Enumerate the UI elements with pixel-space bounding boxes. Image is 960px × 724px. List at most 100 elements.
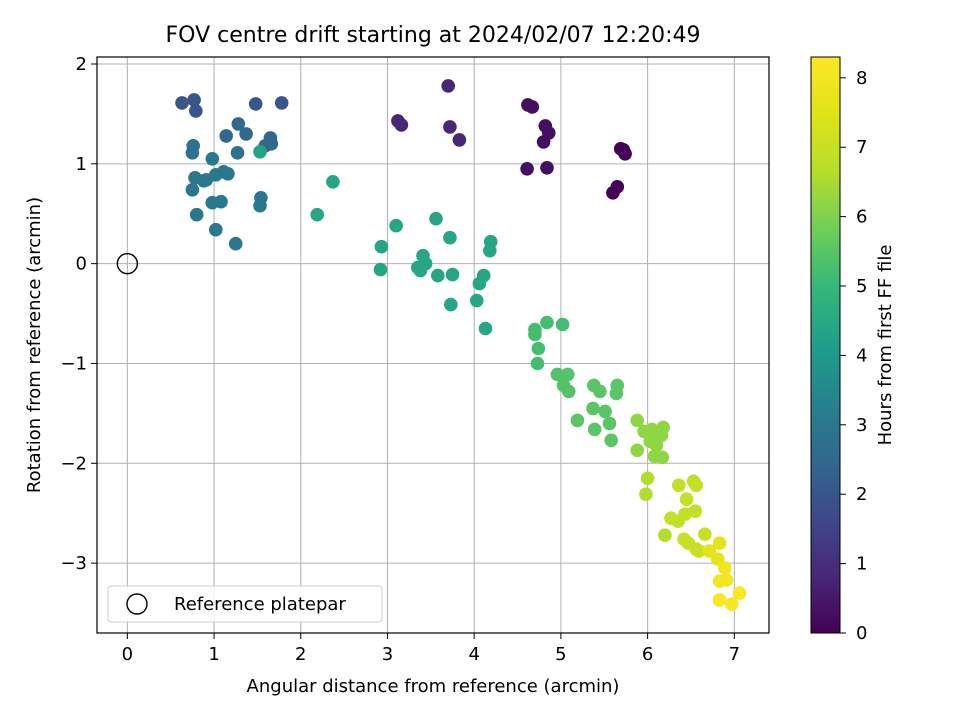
scatter-point (593, 384, 607, 399)
scatter-point (586, 401, 600, 416)
scatter-point (228, 236, 243, 251)
scatter-point (604, 433, 618, 448)
y-tick-label: −1 (60, 353, 87, 374)
scatter-point (712, 593, 727, 607)
scatter-point (640, 471, 655, 486)
grid-lines (97, 57, 769, 633)
scatter-point (445, 267, 460, 282)
scatter-point (679, 492, 694, 507)
scatter-point (550, 367, 565, 382)
legend: Reference platepar (107, 585, 383, 623)
scatter-point (698, 527, 712, 541)
y-axis-label: Rotation from reference (arcmin) (24, 197, 45, 493)
scatter-point (570, 413, 585, 428)
scatter-point (655, 450, 670, 465)
scatter-point (483, 243, 497, 258)
legend-marker (126, 593, 148, 615)
scatter-point (185, 183, 200, 197)
scatter-point (374, 239, 389, 254)
legend-entry: Reference platepar (174, 594, 346, 615)
data-points (175, 79, 747, 611)
scatter-point (528, 327, 542, 342)
y-tick-label: 2 (76, 54, 87, 75)
scatter-point (431, 268, 445, 283)
reference-marker (116, 252, 139, 275)
colorbar-label: Hours from first FF file (875, 245, 896, 446)
y-axis-ticks: −3 −2 −1 0 1 2 (60, 54, 97, 574)
scatter-point (525, 100, 540, 114)
colorbar-tick-label: 0 (856, 623, 867, 644)
colorbar-tick-label: 2 (856, 484, 867, 505)
scatter-point (536, 135, 551, 149)
scatter-point (610, 180, 625, 194)
scatter-point (444, 297, 458, 312)
scatter-point (712, 536, 727, 550)
scatter-point (678, 507, 692, 521)
scatter-point (561, 367, 575, 382)
scatter-point (264, 137, 279, 151)
scatter-point (326, 175, 340, 189)
legend-box (107, 585, 383, 623)
scatter-point (429, 211, 443, 226)
scatter-point (639, 487, 653, 502)
x-axis-ticks: 0 1 2 3 4 5 6 7 (122, 633, 740, 665)
colorbar-tick-label: 8 (856, 68, 867, 89)
x-tick-label: 0 (122, 644, 133, 665)
scatter-point (658, 528, 672, 542)
scatter-point (472, 276, 487, 291)
scatter-point (214, 194, 228, 209)
scatter-point (654, 428, 669, 443)
scatter-point (540, 315, 554, 330)
scatter-point (219, 129, 233, 143)
scatter-point (189, 104, 203, 118)
y-tick-label: −3 (60, 553, 87, 574)
colorbar-tick-label: 6 (856, 207, 867, 228)
scatter-point (394, 118, 409, 132)
scatter-point (555, 317, 570, 332)
scatter-point (718, 561, 732, 575)
scatter-point (688, 504, 703, 518)
scatter-point (540, 161, 554, 175)
colorbar-tick-label: 4 (856, 345, 867, 366)
scatter-point (187, 93, 201, 107)
scatter-point (253, 145, 267, 159)
scatter-point (274, 96, 289, 110)
scatter-point (732, 586, 747, 600)
scatter-point (189, 207, 204, 222)
scatter-point (520, 162, 534, 176)
scatter-point (441, 79, 456, 93)
scatter-point (470, 293, 484, 308)
scatter-point (630, 413, 644, 428)
scatter-point (248, 97, 263, 111)
colorbar-tick-label: 7 (856, 137, 867, 158)
x-tick-label: 7 (729, 644, 740, 665)
scatter-point (561, 384, 576, 399)
scatter-point (239, 127, 253, 141)
scatter-point (530, 356, 545, 371)
scatter-point (209, 222, 223, 237)
scatter-point (185, 146, 200, 160)
x-tick-label: 3 (382, 644, 393, 665)
scatter-point (373, 262, 388, 277)
scatter-point (413, 263, 428, 278)
x-tick-label: 6 (642, 644, 653, 665)
scatter-point (598, 404, 612, 419)
scatter-point (389, 218, 403, 233)
reference-point (116, 252, 139, 275)
plot-frame (96, 56, 770, 634)
scatter-point (175, 96, 189, 110)
colorbar-tick-label: 5 (856, 276, 867, 297)
scatter-point (531, 341, 546, 356)
colorbar-ticks: 0 1 2 3 4 5 6 7 8 (840, 68, 867, 644)
scatter-point (443, 230, 457, 245)
scatter-point (253, 198, 267, 213)
chart-title: FOV centre drift starting at 2024/02/07 … (166, 23, 701, 48)
scatter-point (310, 207, 325, 222)
scatter-point (689, 478, 703, 493)
scatter-point (230, 146, 245, 160)
scatter-point (724, 597, 739, 611)
y-tick-label: 1 (76, 154, 87, 175)
scatter-point (231, 117, 246, 131)
